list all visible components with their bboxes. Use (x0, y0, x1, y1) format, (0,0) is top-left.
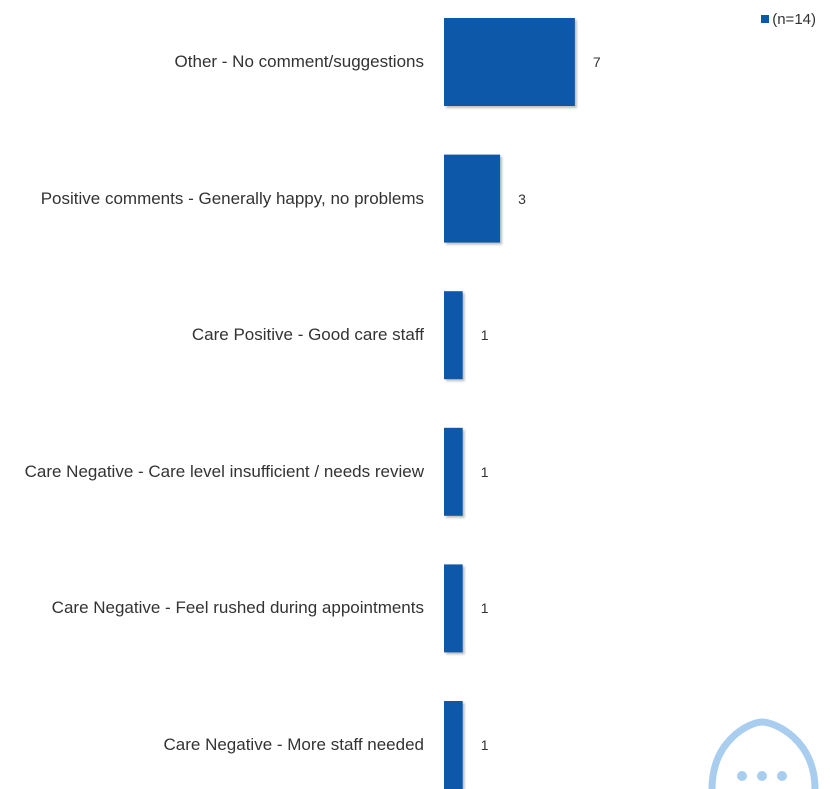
chat-dot (757, 771, 767, 781)
bar (444, 701, 463, 789)
value-label: 7 (592, 54, 601, 70)
bar (444, 18, 575, 106)
chat-dot (777, 771, 787, 781)
bar (444, 427, 463, 516)
value-label: 1 (480, 600, 489, 617)
bar (444, 154, 501, 243)
value-label: 1 (480, 327, 489, 344)
category-label: Positive comments - Generally happy, no … (40, 188, 424, 208)
value-label: 1 (480, 737, 489, 753)
legend: (n=14) (761, 11, 816, 28)
category-label: Care Negative - Feel rushed during appoi… (51, 598, 424, 618)
legend-label: (n=14) (772, 11, 816, 28)
category-label: Care Negative - Care level insufficient … (24, 461, 424, 481)
bar (444, 291, 463, 380)
legend-swatch (761, 15, 770, 23)
chat-dot (737, 771, 747, 781)
chat-icon (708, 718, 819, 789)
value-label: 1 (480, 463, 489, 480)
bar (444, 564, 463, 653)
category-label: Care Negative - More staff needed (163, 735, 425, 754)
category-label: Other - No comment/suggestions (174, 52, 424, 71)
category-label: Care Positive - Good care staff (191, 325, 424, 345)
value-label: 3 (518, 190, 526, 207)
